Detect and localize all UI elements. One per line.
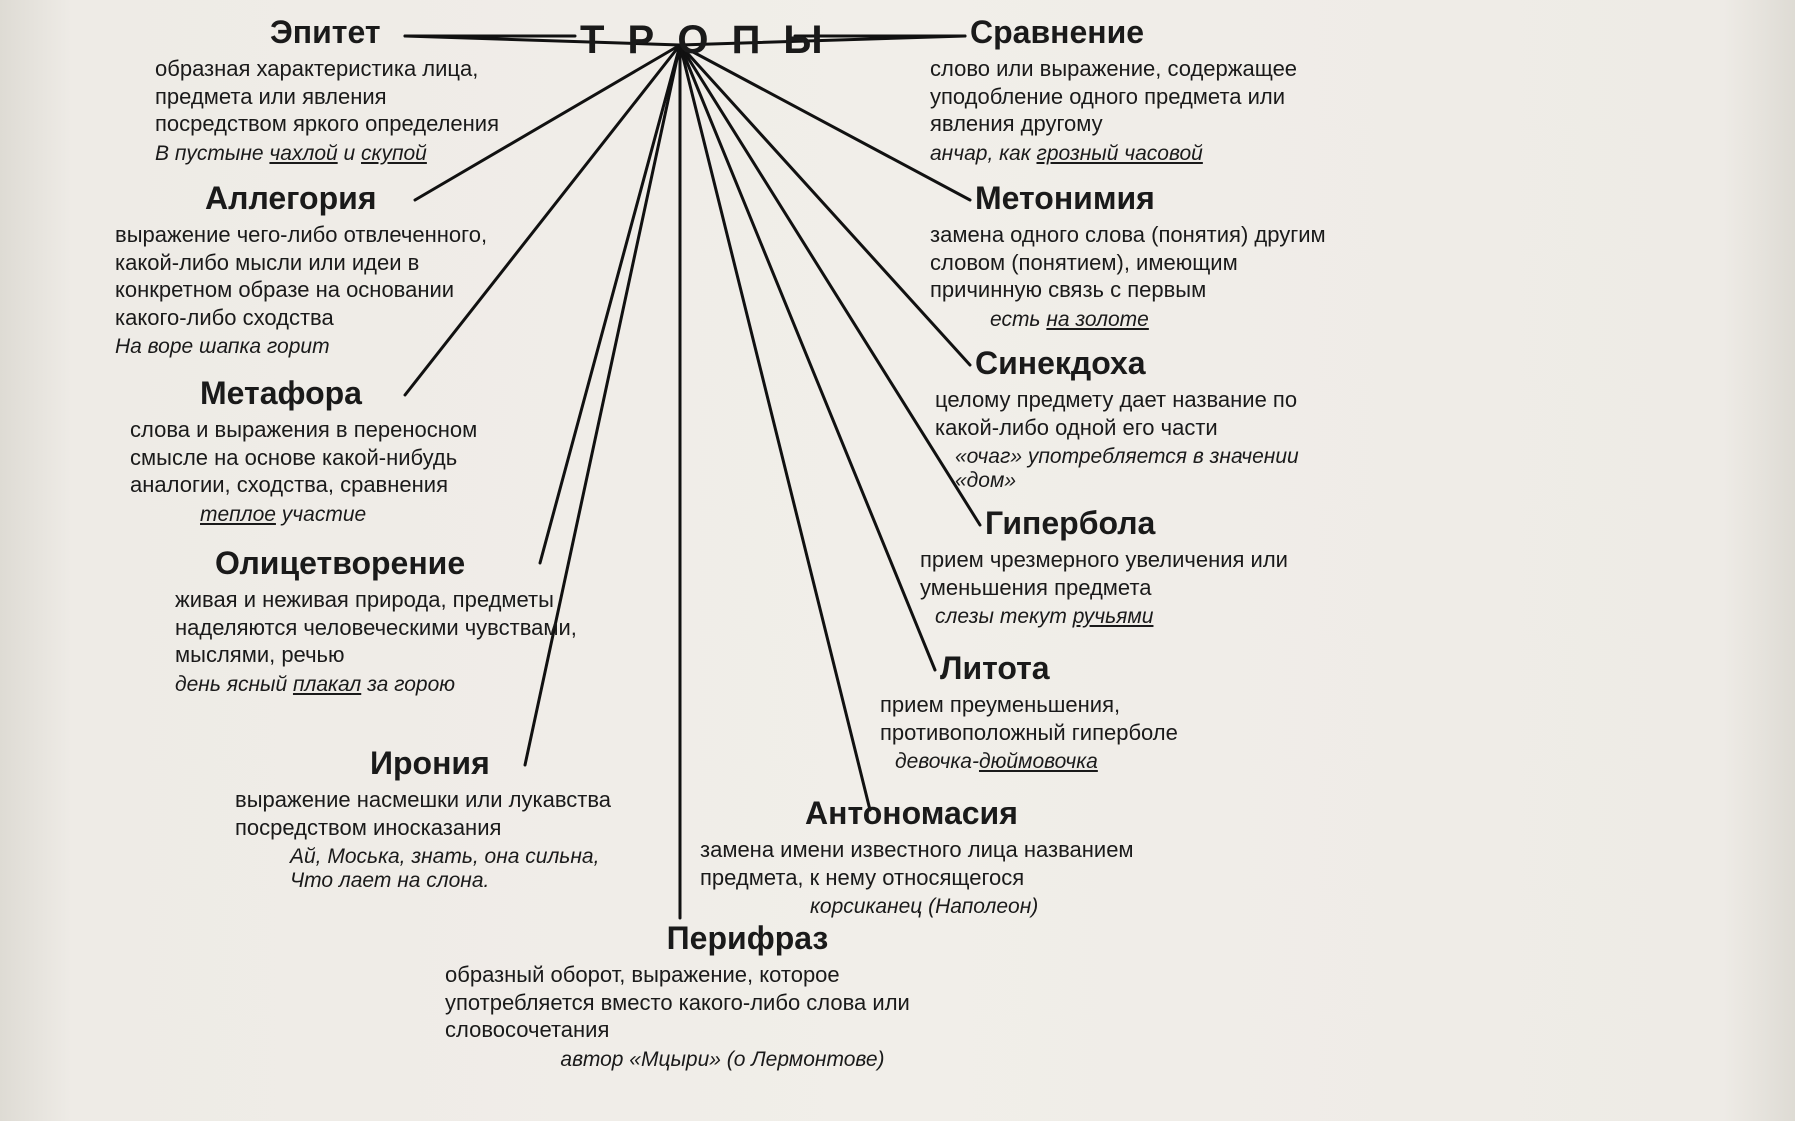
node-example-metafora: теплое участие <box>200 503 540 527</box>
node-example-ironia: Ай, Моська, знать, она сильна,Что лает н… <box>290 845 675 893</box>
node-def-epitet: образная характеристика лица, предмета и… <box>155 55 520 138</box>
node-title-ironia: Ирония <box>370 745 675 782</box>
node-title-metafora: Метафора <box>200 375 540 412</box>
node-title-epitet: Эпитет <box>270 14 520 51</box>
node-allegoria: Аллегория выражение чего-либо отвлеченног… <box>115 180 515 359</box>
node-title-allegoria: Аллегория <box>205 180 515 217</box>
node-example-epitet: В пустыне чахлой и скупой <box>155 142 520 166</box>
node-title-olicetvorenie: Олицетворение <box>215 545 595 582</box>
node-example-sinekdoha: «очаг» употребляется в значении «дом» <box>955 445 1325 493</box>
node-title-litota: Литота <box>940 650 1250 687</box>
node-title-antonomasia: Антономасия <box>805 795 1170 832</box>
node-giperbola: Гипербола прием чрезмерного увеличения ил… <box>920 505 1300 629</box>
node-def-metafora: слова и выражения в переносном смысле на… <box>130 416 540 499</box>
node-def-sravnenie: слово или выражение, содержащее уподобле… <box>930 55 1330 138</box>
node-title-giperbola: Гипербола <box>985 505 1300 542</box>
node-example-perifraz: автор «Мцыри» (о Лермонтове) <box>530 1048 915 1072</box>
node-example-giperbola: слезы текут ручьями <box>935 605 1300 629</box>
node-antonomasia: Антономасия замена имени известного лица … <box>700 795 1170 919</box>
node-metafora: Метафора слова и выражения в переносном с… <box>130 375 540 527</box>
node-def-olicetvorenie: живая и неживая природа, предметы наделя… <box>175 586 595 669</box>
node-def-litota: прием преуменьшения, противоположный гип… <box>880 691 1250 746</box>
node-def-ironia: выражение насмешки или лукавства посредс… <box>235 786 675 841</box>
node-sinekdoha: Синекдоха целому предмету дает название п… <box>935 345 1325 493</box>
node-def-antonomasia: замена имени известного лица названием п… <box>700 836 1170 891</box>
center-title: Т Р О П Ы <box>580 18 829 63</box>
node-metonimia: Метонимия замена одного слова (понятия) д… <box>930 180 1350 332</box>
node-epitet: Эпитет образная характеристика лица, пред… <box>155 14 520 166</box>
node-example-metonimia: есть на золоте <box>990 308 1350 332</box>
node-def-giperbola: прием чрезмерного увеличения или уменьше… <box>920 546 1300 601</box>
node-ironia: Ирония выражение насмешки или лукавства п… <box>235 745 675 893</box>
node-example-litota: девочка-дюймовочка <box>895 750 1250 774</box>
node-perifraz: Перифраз образный оборот, выражение, кото… <box>445 920 915 1072</box>
diagram-page: Т Р О П Ы Эпитет образная характеристика … <box>0 0 1795 1121</box>
node-example-allegoria: На воре шапка горит <box>115 335 515 359</box>
node-olicetvorenie: Олицетворение живая и неживая природа, пр… <box>175 545 595 697</box>
node-example-olicetvorenie: день ясный плакал за горою <box>175 673 595 697</box>
node-title-sravnenie: Сравнение <box>970 14 1330 51</box>
node-def-perifraz: образный оборот, выражение, которое упот… <box>445 961 915 1044</box>
node-example-antonomasia: корсиканец (Наполеон) <box>810 895 1170 919</box>
node-title-sinekdoha: Синекдоха <box>975 345 1325 382</box>
node-def-allegoria: выражение чего-либо отвлеченного, какой-… <box>115 221 515 331</box>
node-title-perifraz: Перифраз <box>580 920 915 957</box>
node-example-sravnenie: анчар, как грозный часовой <box>930 142 1330 166</box>
node-def-sinekdoha: целому предмету дает название по какой-л… <box>935 386 1325 441</box>
node-def-metonimia: замена одного слова (понятия) другим сло… <box>930 221 1350 304</box>
node-sravnenie: Сравнение слово или выражение, содержащее… <box>930 14 1330 166</box>
node-title-metonimia: Метонимия <box>975 180 1350 217</box>
node-litota: Литота прием преуменьшения, противоположн… <box>880 650 1250 774</box>
